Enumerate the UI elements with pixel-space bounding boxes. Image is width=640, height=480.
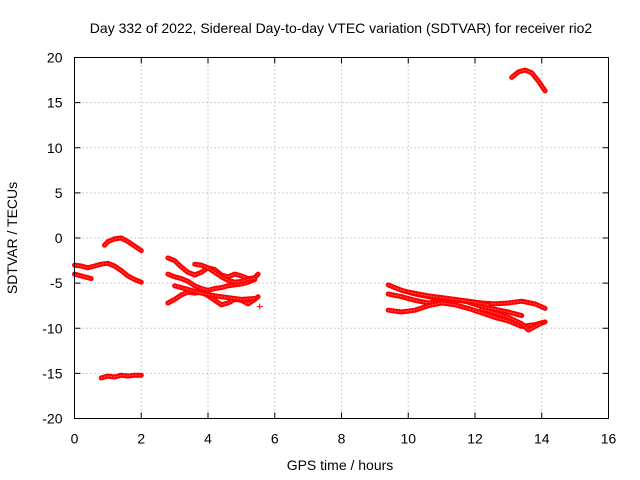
- x-tick-label: 14: [534, 431, 550, 447]
- series-arc-mid-point: [256, 303, 263, 310]
- grid-layer: [74, 57, 609, 419]
- y-tick-label: 15: [47, 95, 63, 111]
- y-axis-label: SDTVAR / TECUs: [4, 182, 20, 294]
- series-layer: [72, 67, 548, 381]
- x-tick-label: 16: [601, 431, 617, 447]
- series-arc-mid-c: [192, 261, 258, 285]
- series-marker-texture: [167, 291, 259, 306]
- series-marker-texture: [167, 273, 256, 291]
- y-tick-label: -15: [42, 365, 62, 381]
- y-tick-label: 10: [47, 140, 63, 156]
- series-arc-late-d: [479, 306, 545, 333]
- tick-layer: 0 2 4 6 8 10 12 14 16 -20 -15 -10 -5 0 5 10 15 20: [42, 50, 616, 447]
- x-tick-label: 6: [271, 431, 279, 447]
- series-marker-texture: [100, 374, 142, 379]
- y-tick-label: -5: [50, 275, 63, 291]
- chart-title: Day 332 of 2022, Sidereal Day-to-day VTE…: [90, 20, 593, 36]
- series-arc-mid-e: [172, 283, 258, 302]
- y-tick-label: -20: [42, 411, 62, 427]
- data-point-marker: [256, 303, 263, 310]
- series-arc-late-top: [509, 67, 548, 94]
- series-arc-early-lower: [72, 260, 144, 285]
- series-marker-texture: [174, 285, 256, 300]
- series-arc-early-start: [72, 271, 94, 282]
- y-tick-label: 5: [55, 185, 63, 201]
- series-arc-early-bottom: [98, 372, 144, 381]
- y-tick-label: 20: [47, 50, 63, 66]
- x-axis-label: GPS time / hours: [287, 457, 394, 473]
- x-tick-label: 8: [338, 431, 346, 447]
- series-arc-mid-b: [165, 271, 258, 293]
- x-tick-label: 0: [71, 431, 79, 447]
- x-tick-label: 2: [137, 431, 145, 447]
- series-marker-texture: [194, 263, 256, 283]
- series-marker-texture: [103, 237, 142, 252]
- x-tick-label: 12: [467, 431, 483, 447]
- series-arc-mid-d: [165, 289, 261, 308]
- series-marker-texture: [407, 291, 489, 306]
- x-tick-label: 10: [400, 431, 416, 447]
- x-tick-label: 4: [204, 431, 212, 447]
- series-marker-texture: [481, 308, 543, 331]
- series-marker-texture: [73, 262, 142, 283]
- series-marker-texture: [73, 273, 92, 280]
- y-tick-label: 0: [55, 230, 63, 246]
- series-marker-texture: [511, 69, 546, 92]
- series-arc-late-e: [405, 289, 491, 308]
- y-tick-label: -10: [42, 320, 62, 336]
- series-arc-early-upper: [102, 235, 144, 254]
